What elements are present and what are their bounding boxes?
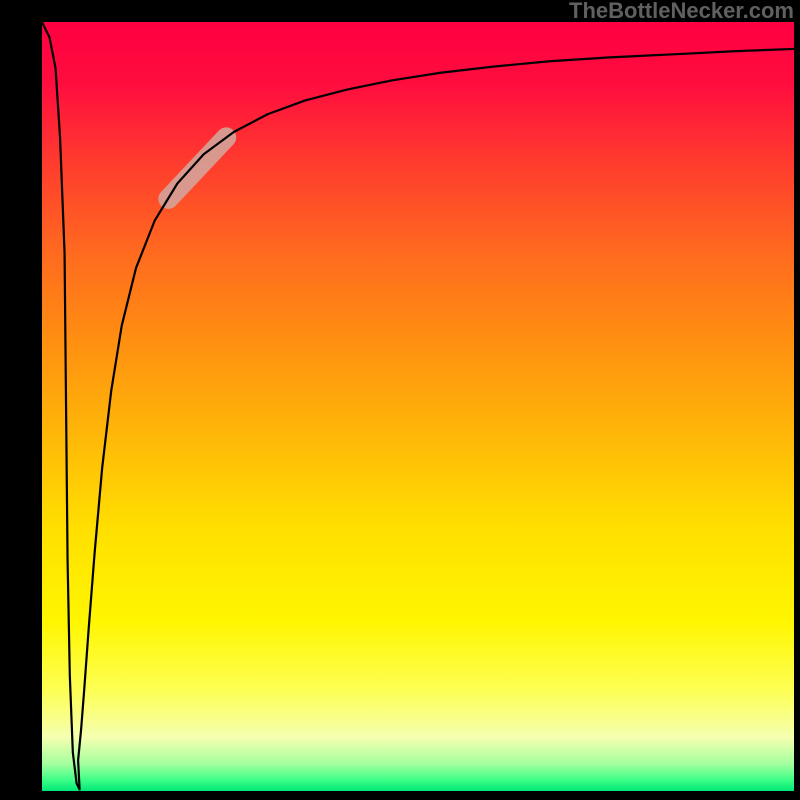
curve-overlay [0,0,800,800]
attribution-text: TheBottleNecker.com [569,0,794,24]
chart-frame: TheBottleNecker.com [0,0,800,800]
curve-highlight [168,137,226,199]
bottleneck-curve [42,22,794,789]
